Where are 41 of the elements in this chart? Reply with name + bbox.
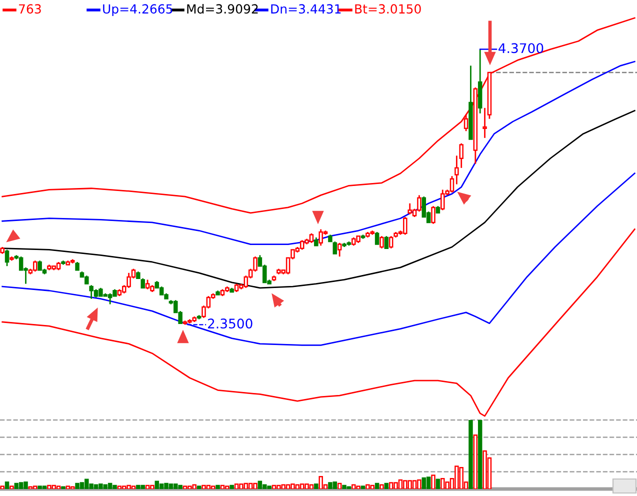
legend-label: Bt=3.0150: [355, 4, 421, 14]
candlestick: [374, 231, 380, 245]
candlestick: [482, 107, 487, 139]
legend-label: Up=4.2665: [103, 4, 172, 16]
bar: [4, 481, 10, 489]
bar: [10, 486, 14, 489]
bar: [154, 480, 160, 489]
bar: [468, 420, 473, 489]
bar: [117, 486, 122, 489]
bar: [66, 486, 70, 489]
bar: [473, 434, 478, 489]
bar: [478, 420, 482, 489]
legend-label: Md=3.9092: [187, 4, 258, 14]
candlestick: [464, 114, 468, 132]
bar: [196, 486, 202, 489]
legend-label: 763: [19, 4, 41, 14]
bar: [360, 486, 366, 489]
candlestick: [384, 235, 389, 250]
bar: [314, 484, 318, 489]
annotation: 2.3500: [208, 318, 252, 329]
bar: [436, 478, 440, 489]
candlestick: [431, 205, 436, 225]
bar: [380, 484, 384, 489]
bar: [61, 486, 66, 489]
candlestick: [380, 235, 384, 250]
bar: [70, 486, 75, 489]
bar: [337, 482, 342, 489]
candlestick: [337, 242, 342, 258]
bar: [431, 474, 436, 489]
bar: [216, 484, 220, 489]
candlestick: [4, 249, 10, 267]
bar: [14, 482, 19, 489]
bar: [0, 486, 4, 489]
bar: [384, 482, 389, 489]
legend-label: Dn=3.4431: [271, 4, 341, 14]
annotation: 4.3700: [498, 43, 544, 54]
bar: [426, 476, 431, 489]
bar: [374, 482, 380, 489]
bar: [230, 484, 234, 489]
bar: [422, 477, 426, 489]
bar: [210, 486, 216, 489]
